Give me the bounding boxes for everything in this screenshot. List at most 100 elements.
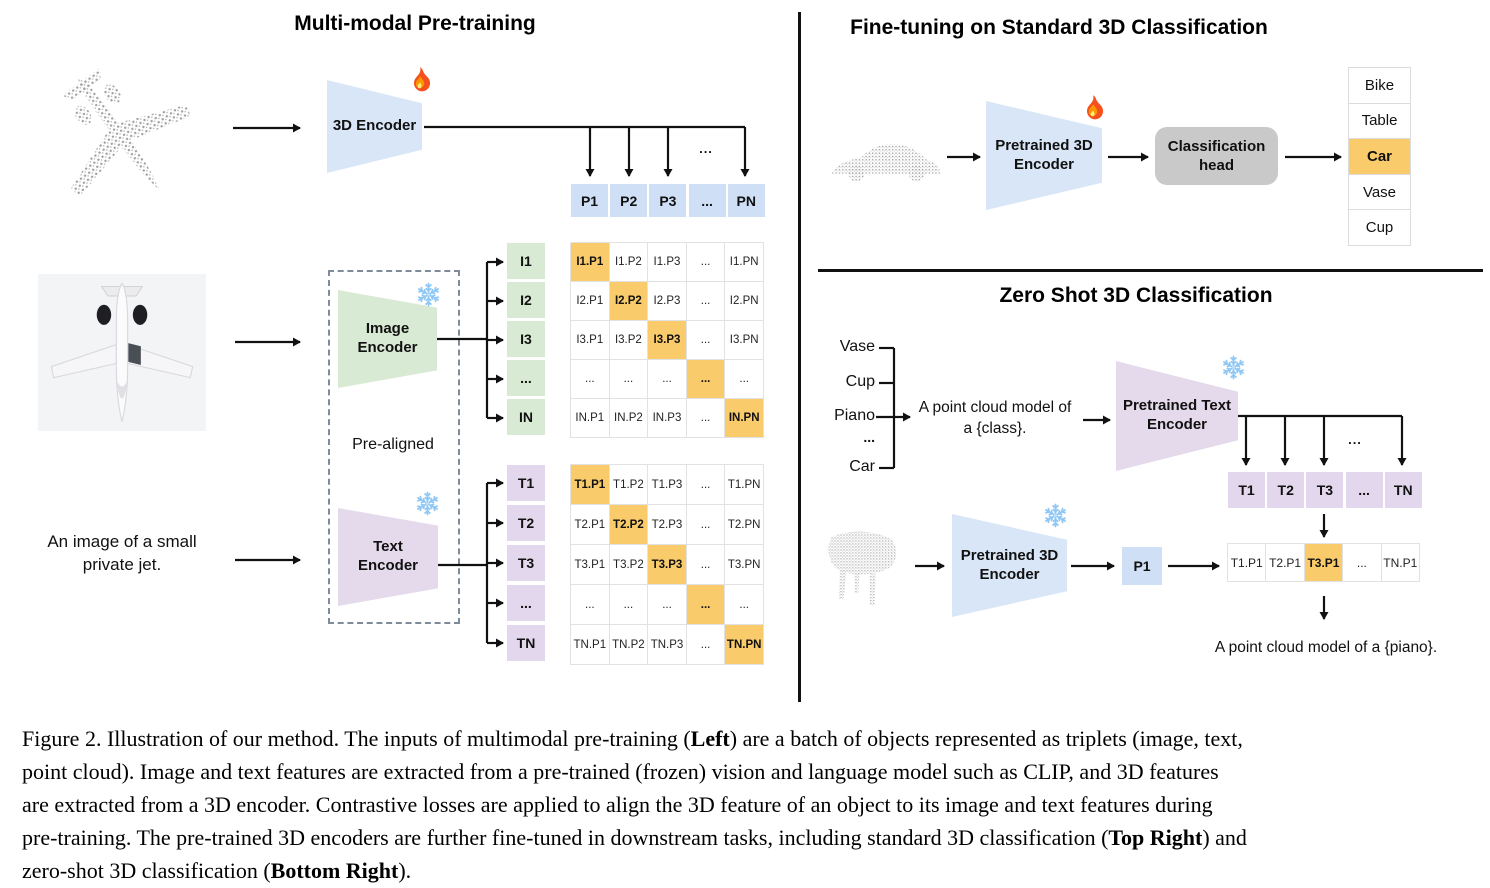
3d-encoder-label: 3D Encoder <box>332 117 417 135</box>
text-similarity-cell: T2.P2 <box>609 505 648 544</box>
t-cell: ... <box>1345 472 1383 508</box>
figure-caption: Figure 2. Illustration of our method. Th… <box>22 722 1478 887</box>
text-encoder-label: Encoder <box>357 557 418 574</box>
text-row-label: T1 <box>507 465 545 501</box>
text-row-label: ... <box>507 585 545 621</box>
p-cell: P2 <box>610 184 648 217</box>
text-similarity-cell: T2.P3 <box>648 505 686 544</box>
image-similarity-cell: IN.P1 <box>571 399 609 437</box>
image-caption-input: An image of a small private jet. <box>17 531 227 577</box>
class-item: Vase <box>1349 174 1410 210</box>
caption-line: Figure 2. Illustration of our method. Th… <box>22 726 1243 751</box>
text-similarity-cell: ... <box>686 545 725 584</box>
candidate-class: ... <box>863 429 875 445</box>
image-similarity-cell: I2.P1 <box>571 282 609 320</box>
text-encoder: Text Encoder <box>338 508 438 606</box>
result-cell: T1.P1 <box>1228 544 1266 581</box>
image-similarity-cell: ... <box>686 282 725 320</box>
snowflake-icon <box>415 281 442 308</box>
candidate-class: Car <box>849 458 875 475</box>
text-similarity-cell: ... <box>686 505 725 544</box>
image-similarity-cell: I2.PN <box>725 282 763 320</box>
result-cell: T3.P1 <box>1304 544 1343 581</box>
text-similarity-cell: T3.P2 <box>609 545 648 584</box>
jet-image <box>38 274 206 431</box>
image-similarity-cell: I1.P1 <box>571 243 609 281</box>
image-row-label: IN <box>507 399 545 435</box>
image-caption-line: An image of a small <box>47 532 197 551</box>
pretrained-3d-encoder-label: Encoder <box>1013 155 1074 173</box>
image-similarity-cell: IN.P3 <box>648 399 686 437</box>
image-similarity-cell: ... <box>571 360 609 398</box>
class-item: Bike <box>1349 68 1410 103</box>
candidate-class: Cup <box>845 373 875 390</box>
image-similarity-cell: I1.PN <box>725 243 763 281</box>
text-similarity-cell: TN.P3 <box>648 625 686 664</box>
image-point-similarity-matrix: I1.P1 I1.P2 I1.P3... I1.PN I2.P1 I2.P2 I2.P3..… <box>570 242 764 438</box>
snowflake-icon <box>414 490 441 517</box>
caption-line: are extracted from a 3D encoder. Contras… <box>22 792 1213 817</box>
point-feature-row: P1 P2 P3... PN <box>571 184 765 217</box>
text-similarity-cell: ... <box>648 585 686 624</box>
image-similarity-cell: I2.P3 <box>648 282 686 320</box>
t-cell: T3 <box>1306 472 1344 508</box>
class-item: Cup <box>1349 210 1410 245</box>
class-item: Car <box>1349 139 1410 174</box>
image-similarity-cell: ... <box>686 360 725 398</box>
text-similarity-cell: T1.P2 <box>609 465 648 504</box>
image-similarity-cell: I1.P2 <box>609 243 648 281</box>
text-similarity-cell: ... <box>686 625 725 664</box>
result-cell: ... <box>1343 544 1381 581</box>
p-cell: P1 <box>571 184 608 217</box>
pretrained-text-encoder-label: Encoder <box>1146 416 1207 433</box>
text-similarity-cell: TN.PN <box>725 625 763 664</box>
caption-line: point cloud). Image and text features ar… <box>22 759 1219 784</box>
piano-point-cloud <box>820 528 908 610</box>
zero-shot-result-caption: A point cloud model of a {piano}. <box>1214 639 1438 656</box>
ellipsis-label: ... <box>1348 432 1362 447</box>
image-similarity-cell: IN.P2 <box>609 399 648 437</box>
p-cell: P3 <box>649 184 687 217</box>
image-similarity-cell: ... <box>725 360 763 398</box>
text-similarity-cell: T3.P3 <box>648 545 686 584</box>
airplane-point-cloud <box>40 48 198 220</box>
t-cell: T2 <box>1267 472 1305 508</box>
image-row-label: ... <box>507 360 545 396</box>
pretrained-3d-encoder-label: Pretrained 3D <box>960 546 1059 564</box>
result-cell: TN.P1 <box>1381 544 1419 581</box>
class-prediction-list: Bike Table Car Vase Cup <box>1348 67 1411 246</box>
fire-icon <box>1077 94 1109 126</box>
image-caption-line: private jet. <box>82 554 162 574</box>
image-similarity-cell: I3.PN <box>725 321 763 359</box>
text-row-label: T2 <box>507 505 545 541</box>
text-similarity-cell: T2.PN <box>725 505 763 544</box>
top-right-panel-title: Fine-tuning on Standard 3D Classificatio… <box>850 16 1268 39</box>
pre-aligned-label: Pre-aligned <box>352 436 434 453</box>
image-similarity-cell: ... <box>686 321 725 359</box>
image-similarity-cell: ... <box>686 243 725 281</box>
image-similarity-cell: ... <box>648 360 686 398</box>
t-cell: T1 <box>1228 472 1265 508</box>
jet-top-view-drawing <box>50 282 194 422</box>
text-similarity-cell: ... <box>609 585 648 624</box>
class-item: Table <box>1349 103 1410 139</box>
image-feature-column: I1 I2 I3... IN <box>507 243 545 435</box>
image-encoder-label: Image <box>365 320 410 338</box>
ellipsis-label: ... <box>699 141 713 156</box>
fire-icon <box>404 66 436 98</box>
text-similarity-cell: T3.PN <box>725 545 763 584</box>
text-prompt-line: A point cloud model of <box>918 399 1072 416</box>
text-row-label: TN <box>507 625 545 661</box>
text-similarity-cell: TN.P2 <box>609 625 648 664</box>
text-feature-column: T1 T2 T3... TN <box>507 465 545 661</box>
p-cell: PN <box>727 184 765 217</box>
candidate-class-list: Vase Cup Piano... Car <box>820 336 877 496</box>
pretrained-3d-encoder-zeroshot: Pretrained 3D Encoder <box>952 514 1067 617</box>
image-row-label: I1 <box>507 243 545 279</box>
classification-head-label: Classification <box>1167 137 1266 155</box>
bottom-right-panel-title: Zero Shot 3D Classification <box>999 284 1273 307</box>
text-similarity-cell: ... <box>571 585 609 624</box>
text-similarity-cell: ... <box>686 465 725 504</box>
image-encoder-label: Encoder <box>357 339 418 356</box>
